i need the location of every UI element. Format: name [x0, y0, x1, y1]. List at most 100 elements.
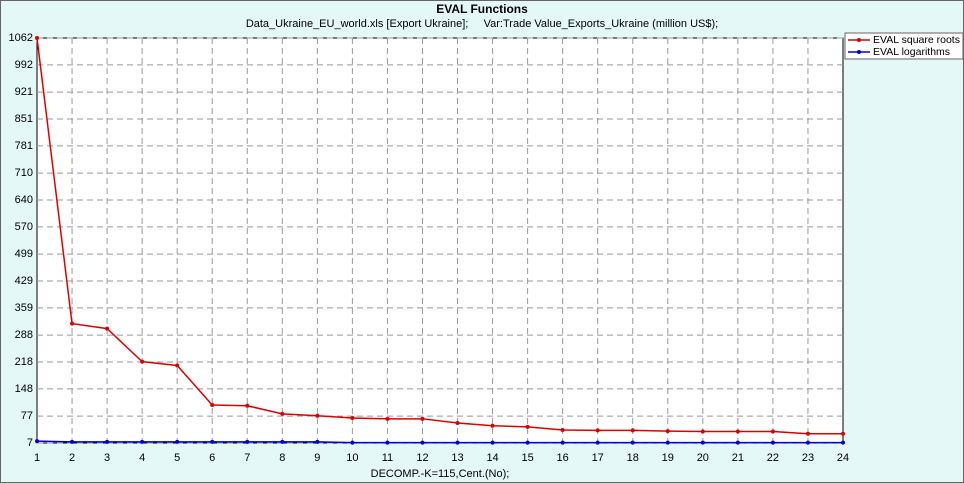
data-point — [630, 440, 635, 445]
x-tick-label: 20 — [697, 452, 709, 464]
data-point — [70, 439, 75, 444]
x-tick-label: 6 — [209, 452, 215, 464]
data-point — [280, 439, 285, 444]
legend-label: EVAL square roots — [873, 34, 960, 46]
y-tick-label: 288 — [15, 329, 33, 341]
data-point — [280, 411, 285, 416]
y-tick-label: 218 — [15, 356, 33, 368]
y-tick-label: 429 — [15, 275, 33, 287]
data-point — [490, 423, 495, 428]
data-point — [245, 439, 250, 444]
data-point — [455, 421, 460, 426]
y-tick-label: 851 — [15, 113, 33, 125]
data-point — [525, 424, 530, 429]
data-point — [385, 416, 390, 421]
x-tick-label: 21 — [732, 452, 744, 464]
y-tick-label: 77 — [21, 410, 33, 422]
y-tick-label: 921 — [15, 86, 33, 98]
data-point — [841, 440, 845, 445]
plot-area — [36, 37, 844, 444]
data-point — [665, 440, 670, 445]
data-point — [735, 440, 740, 445]
data-point — [770, 429, 775, 434]
series-line — [36, 440, 843, 444]
data-point — [770, 440, 775, 445]
x-tick-label: 14 — [486, 452, 498, 464]
x-tick-label: 5 — [174, 452, 180, 464]
x-tick-label: 2 — [69, 452, 75, 464]
x-tick-label: 18 — [627, 452, 639, 464]
x-tick-label: 17 — [592, 452, 604, 464]
y-tick-label: 640 — [15, 194, 33, 206]
x-tick-label: 11 — [382, 452, 393, 464]
data-point — [140, 359, 145, 364]
data-point — [35, 439, 39, 444]
chart-title: EVAL Functions — [436, 2, 528, 16]
data-point — [560, 427, 565, 432]
data-point — [175, 439, 180, 444]
data-point — [315, 413, 320, 418]
legend-marker — [857, 50, 861, 54]
data-point — [420, 416, 425, 421]
y-tick-label: 148 — [15, 383, 33, 395]
x-tick-label: 22 — [767, 452, 779, 464]
data-point — [490, 440, 495, 445]
data-point — [350, 440, 355, 445]
data-point — [665, 429, 670, 434]
data-point — [245, 403, 250, 408]
data-point — [700, 429, 705, 434]
x-tick-label: 1 — [34, 452, 40, 464]
data-point — [525, 440, 530, 445]
data-point — [805, 431, 810, 436]
data-point — [420, 440, 425, 445]
chart-subtitle: Data_Ukraine_EU_world.xls [Export Ukrain… — [246, 18, 718, 30]
legend-label: EVAL logarithms — [873, 46, 950, 58]
data-point — [105, 439, 110, 444]
x-tick-label: 10 — [346, 452, 358, 464]
y-tick-label: 7 — [27, 437, 33, 449]
data-point — [560, 440, 565, 445]
data-point — [805, 440, 810, 445]
x-tick-label: 9 — [314, 452, 320, 464]
x-tick-label: 24 — [837, 452, 849, 464]
data-point — [630, 428, 635, 433]
legend-box — [844, 32, 964, 60]
series-line — [36, 37, 843, 435]
x-tick-label: 12 — [416, 452, 428, 464]
data-point — [841, 431, 845, 436]
y-tick-label: 710 — [15, 167, 33, 179]
y-tick-label: 359 — [15, 302, 33, 314]
data-point — [35, 36, 39, 40]
data-point — [175, 363, 180, 368]
data-point — [700, 440, 705, 445]
data-point — [210, 402, 215, 407]
data-point — [315, 439, 320, 444]
x-axis-label: DECOMP.-K=115,Cent.(No); — [371, 468, 510, 480]
x-tick-label: 7 — [244, 452, 250, 464]
data-point — [595, 440, 600, 445]
y-tick-label: 570 — [15, 221, 33, 233]
x-tick-label: 23 — [802, 452, 814, 464]
data-point — [210, 439, 215, 444]
x-tick-label: 4 — [139, 452, 145, 464]
data-point — [350, 416, 355, 421]
x-tick-label: 13 — [451, 452, 463, 464]
data-point — [595, 428, 600, 433]
x-tick-label: 8 — [279, 452, 285, 464]
data-point — [735, 429, 740, 434]
data-point — [105, 326, 110, 331]
data-point — [385, 440, 390, 445]
y-tick-label: 992 — [15, 59, 33, 71]
data-point — [70, 321, 75, 326]
y-tick-label: 499 — [15, 248, 33, 260]
x-tick-label: 3 — [104, 452, 110, 464]
legend-marker — [857, 38, 861, 42]
data-point — [140, 439, 145, 444]
y-tick-label: 1062 — [9, 32, 33, 44]
y-tick-label: 781 — [15, 140, 33, 152]
data-point — [455, 440, 460, 445]
x-tick-label: 16 — [557, 452, 569, 464]
x-tick-label: 15 — [521, 452, 533, 464]
x-tick-label: 19 — [662, 452, 674, 464]
